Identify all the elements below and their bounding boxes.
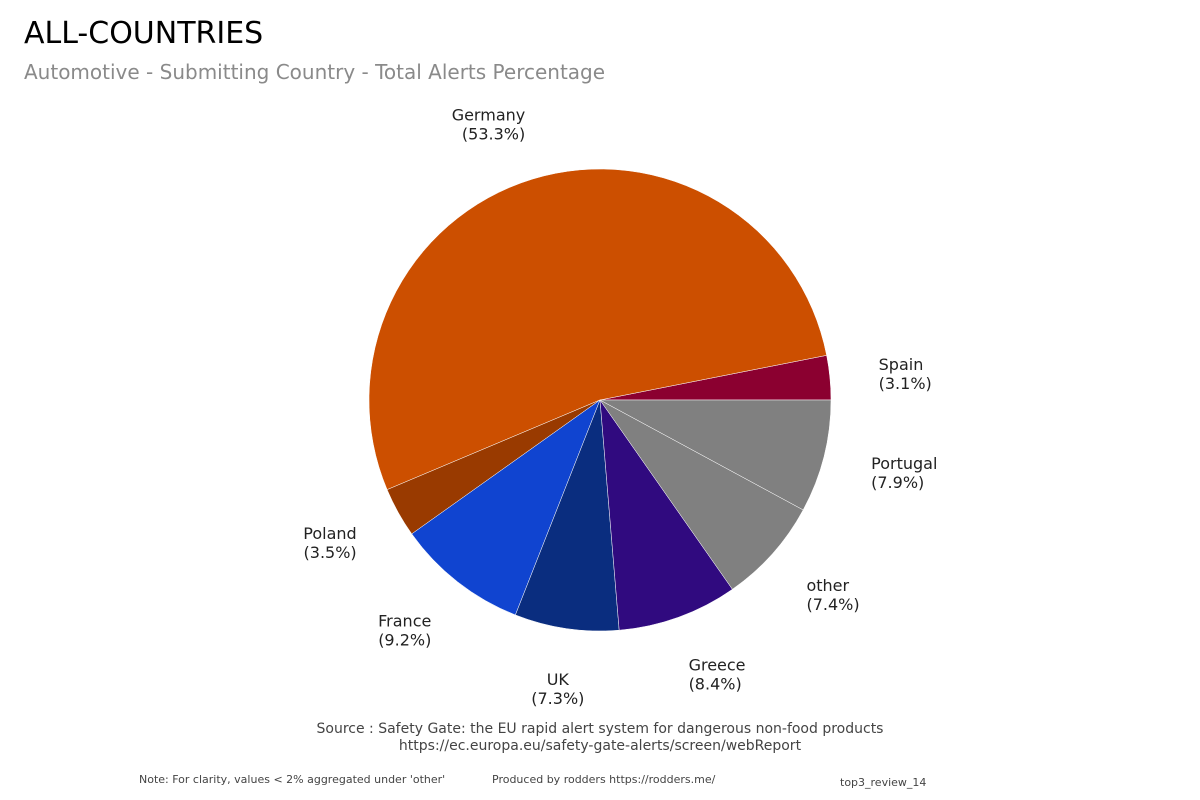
- slice-name-germany: Germany: [452, 106, 526, 125]
- slice-label-france: France(9.2%): [378, 611, 431, 649]
- slice-name-spain: Spain: [879, 355, 924, 374]
- slice-value-poland: (3.5%): [304, 543, 357, 562]
- pie-slice-greece[interactable]: [599, 399, 733, 631]
- chart-code: top3_review_14: [840, 776, 927, 789]
- source-line-1: Source : Safety Gate: the EU rapid alert…: [316, 721, 884, 737]
- pie-slice-uk[interactable]: [515, 399, 620, 632]
- chart-title: ALL-COUNTRIES: [24, 16, 264, 51]
- slice-name-other: other: [806, 576, 849, 595]
- slice-label-greece: Greece(8.4%): [689, 656, 746, 694]
- slice-label-spain: Spain(3.1%): [879, 355, 932, 393]
- slice-value-greece: (8.4%): [689, 675, 742, 694]
- pie-slice-germany[interactable]: [368, 168, 827, 490]
- pie-slice-other[interactable]: [599, 399, 804, 590]
- slice-label-portugal: Portugal(7.9%): [871, 454, 937, 492]
- aggregation-note: Note: For clarity, values < 2% aggregate…: [139, 773, 446, 786]
- slice-value-uk: (7.3%): [531, 689, 584, 708]
- slice-label-poland: Poland(3.5%): [303, 524, 356, 562]
- slice-label-uk: UK(7.3%): [531, 670, 584, 708]
- chart-subtitle: Automotive - Submitting Country - Total …: [24, 60, 606, 84]
- produced-by-text[interactable]: Produced by rodders https://rodders.me/: [492, 773, 716, 786]
- slice-name-poland: Poland: [303, 524, 356, 543]
- pie-slice-portugal[interactable]: [599, 399, 832, 511]
- slice-name-greece: Greece: [689, 656, 746, 675]
- slice-value-other: (7.4%): [806, 595, 859, 614]
- pie-slice-france[interactable]: [411, 399, 601, 616]
- slice-value-germany: (53.3%): [462, 125, 525, 144]
- slice-value-france: (9.2%): [378, 630, 431, 649]
- slice-name-uk: UK: [547, 670, 570, 689]
- slice-name-portugal: Portugal: [871, 454, 937, 473]
- slice-label-other: other(7.4%): [806, 576, 859, 614]
- slice-label-germany: Germany(53.3%): [452, 106, 526, 144]
- slice-name-france: France: [378, 611, 431, 630]
- source-text: Source : Safety Gate: the EU rapid alert…: [0, 721, 1200, 755]
- slice-value-portugal: (7.9%): [871, 473, 924, 492]
- slice-value-spain: (3.1%): [879, 374, 932, 393]
- source-url[interactable]: https://ec.europa.eu/safety-gate-alerts/…: [398, 738, 802, 754]
